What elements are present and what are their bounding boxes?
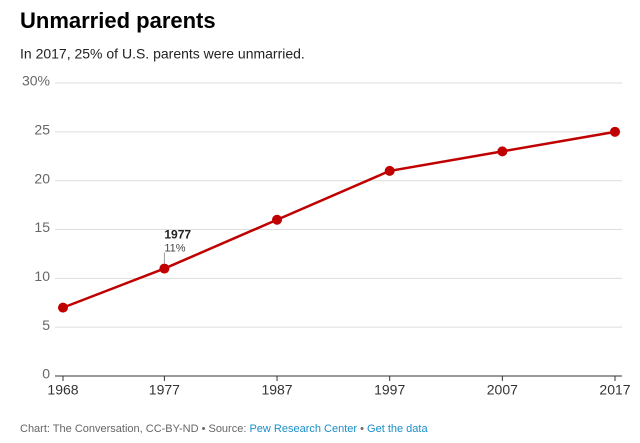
chart-subtitle: In 2017, 25% of U.S. parents were unmarr…	[20, 46, 305, 62]
y-tick-label: 30%	[22, 73, 50, 89]
y-tick-label: 15	[34, 219, 50, 235]
separator: •	[360, 423, 364, 435]
chart-title: Unmarried parents	[20, 8, 216, 33]
series-line	[62, 130, 616, 309]
source-prefix: Chart: The Conversation, CC-BY-ND • Sour…	[20, 423, 246, 435]
x-tick-label: 2017	[599, 382, 630, 398]
y-tick-label: 20	[34, 170, 50, 186]
source-link[interactable]: Pew Research Center	[249, 423, 357, 435]
data-point	[159, 263, 170, 274]
data-point	[58, 302, 68, 313]
y-tick-label: 25	[34, 122, 50, 138]
data-point	[610, 126, 620, 137]
footer: Chart: The Conversation, CC-BY-ND • Sour…	[20, 423, 428, 435]
data-point	[384, 165, 395, 176]
y-tick-label: 10	[34, 268, 50, 284]
x-tick-label: 1987	[261, 382, 292, 398]
data-point	[497, 146, 508, 157]
x-tick-label: 1977	[149, 382, 180, 398]
x-tick-label: 2007	[487, 382, 518, 398]
x-tick-label: 1997	[374, 382, 405, 398]
annotation-label: 11%	[164, 242, 185, 254]
y-tick-label: 0	[42, 366, 50, 382]
y-tick-label: 5	[42, 317, 50, 333]
annotation-title: 1977	[164, 228, 191, 242]
data-link[interactable]: Get the data	[367, 423, 428, 435]
data-point	[272, 214, 283, 225]
x-tick-label: 1968	[47, 382, 78, 398]
